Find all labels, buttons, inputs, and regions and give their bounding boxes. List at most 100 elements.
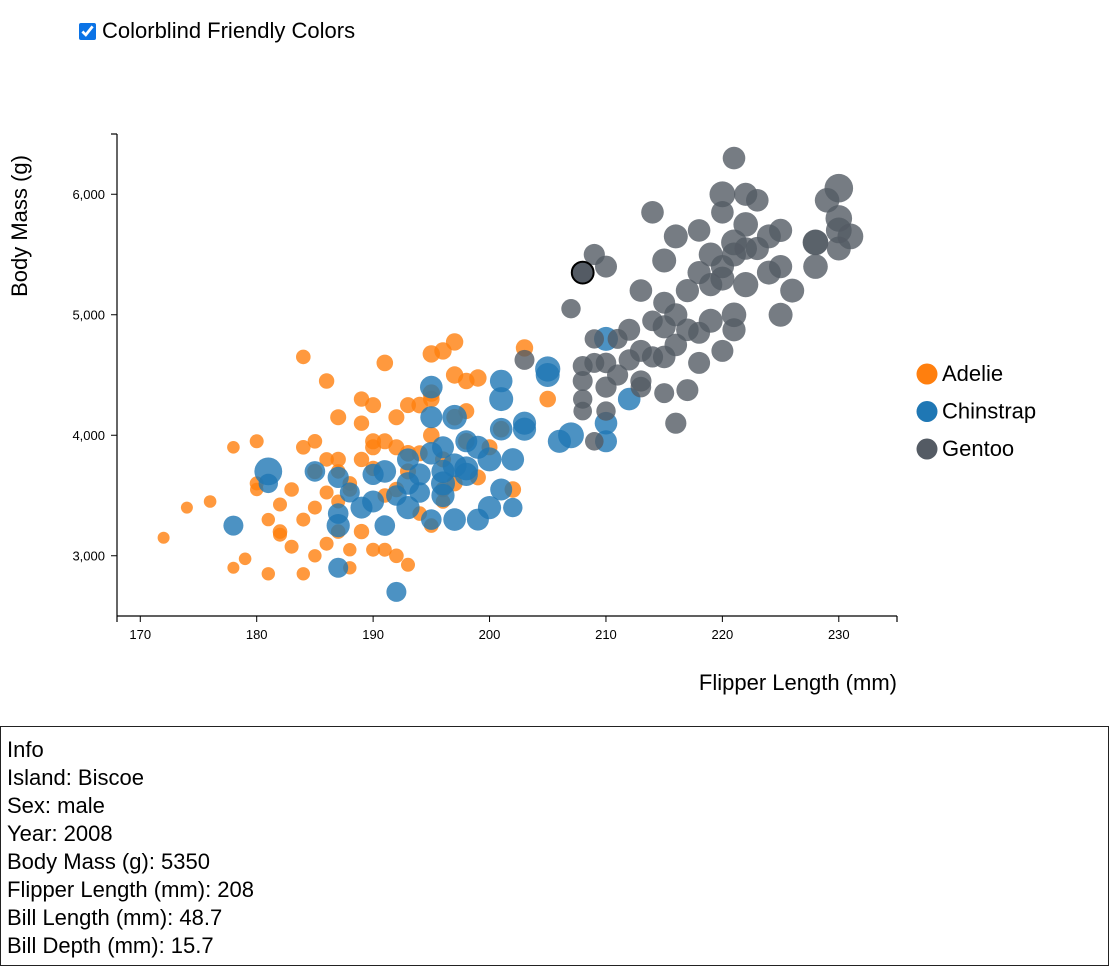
data-point-adelie[interactable] bbox=[445, 333, 464, 351]
data-point-adelie[interactable] bbox=[353, 391, 370, 407]
data-point-gentoo[interactable] bbox=[802, 229, 829, 255]
data-point-gentoo[interactable] bbox=[630, 370, 652, 392]
data-point-gentoo[interactable] bbox=[688, 351, 711, 374]
data-point-chinstrap[interactable] bbox=[362, 490, 385, 513]
data-point-adelie[interactable] bbox=[227, 561, 240, 574]
data-point-gentoo[interactable] bbox=[837, 223, 864, 250]
data-point-chinstrap[interactable] bbox=[374, 515, 396, 536]
data-point-chinstrap[interactable] bbox=[503, 497, 523, 518]
data-point-gentoo[interactable] bbox=[711, 201, 734, 224]
data-point-chinstrap[interactable] bbox=[490, 478, 513, 501]
data-point-chinstrap[interactable] bbox=[454, 456, 479, 481]
data-point-chinstrap[interactable] bbox=[408, 463, 431, 486]
data-point-adelie[interactable] bbox=[388, 409, 405, 426]
data-point-gentoo[interactable] bbox=[768, 302, 793, 327]
data-point-chinstrap[interactable] bbox=[558, 422, 584, 449]
data-point-gentoo[interactable] bbox=[688, 321, 711, 344]
data-point-adelie[interactable] bbox=[365, 397, 382, 414]
data-point-chinstrap[interactable] bbox=[396, 496, 420, 520]
data-point-gentoo[interactable] bbox=[514, 349, 535, 370]
selected-data-point[interactable] bbox=[570, 260, 595, 285]
data-point-gentoo[interactable] bbox=[572, 371, 593, 391]
data-point-gentoo[interactable] bbox=[561, 299, 581, 319]
data-point-gentoo[interactable] bbox=[676, 379, 699, 402]
data-point-gentoo[interactable] bbox=[824, 173, 854, 203]
data-point-chinstrap[interactable] bbox=[535, 363, 560, 387]
data-point-gentoo[interactable] bbox=[687, 219, 711, 242]
data-point-chinstrap[interactable] bbox=[223, 515, 244, 536]
data-point-adelie[interactable] bbox=[319, 452, 334, 467]
data-point-chinstrap[interactable] bbox=[489, 369, 513, 393]
data-point-adelie[interactable] bbox=[330, 451, 346, 468]
data-point-chinstrap[interactable] bbox=[477, 496, 502, 520]
data-point-adelie[interactable] bbox=[353, 415, 370, 431]
data-point-chinstrap[interactable] bbox=[501, 448, 525, 471]
data-point-chinstrap[interactable] bbox=[386, 581, 407, 602]
data-point-gentoo[interactable] bbox=[803, 254, 828, 279]
data-point-adelie[interactable] bbox=[261, 567, 275, 581]
data-point-adelie[interactable] bbox=[401, 557, 415, 572]
data-point-chinstrap[interactable] bbox=[432, 436, 454, 459]
data-point-gentoo[interactable] bbox=[769, 255, 793, 279]
data-point-adelie[interactable] bbox=[284, 482, 299, 497]
data-point-adelie[interactable] bbox=[296, 349, 311, 365]
data-point-chinstrap[interactable] bbox=[442, 404, 467, 430]
data-point-adelie[interactable] bbox=[307, 434, 323, 449]
data-point-chinstrap[interactable] bbox=[326, 514, 350, 538]
data-point-adelie[interactable] bbox=[296, 512, 311, 527]
data-point-adelie[interactable] bbox=[353, 451, 370, 468]
data-point-adelie[interactable] bbox=[261, 512, 275, 527]
data-point-adelie[interactable] bbox=[400, 397, 416, 414]
data-point-gentoo[interactable] bbox=[711, 339, 734, 362]
data-point-adelie[interactable] bbox=[272, 524, 288, 539]
data-point-adelie[interactable] bbox=[284, 539, 299, 554]
data-point-adelie[interactable] bbox=[307, 500, 322, 515]
data-point-chinstrap[interactable] bbox=[443, 508, 466, 531]
colorblind-label[interactable]: Colorblind Friendly Colors bbox=[102, 18, 356, 43]
data-point-adelie[interactable] bbox=[203, 495, 217, 508]
data-point-chinstrap[interactable] bbox=[373, 460, 397, 483]
data-point-adelie[interactable] bbox=[227, 441, 240, 454]
data-point-adelie[interactable] bbox=[296, 440, 311, 455]
data-point-chinstrap[interactable] bbox=[431, 483, 455, 508]
data-point-gentoo[interactable] bbox=[722, 146, 746, 170]
data-point-chinstrap[interactable] bbox=[420, 375, 443, 399]
data-point-adelie[interactable] bbox=[353, 523, 370, 540]
data-point-adelie[interactable] bbox=[180, 501, 193, 514]
data-point-gentoo[interactable] bbox=[607, 364, 629, 386]
data-point-gentoo[interactable] bbox=[596, 401, 616, 421]
data-point-adelie[interactable] bbox=[238, 552, 252, 566]
data-point-adelie[interactable] bbox=[330, 409, 347, 426]
data-point-adelie[interactable] bbox=[319, 485, 334, 500]
data-point-gentoo[interactable] bbox=[652, 345, 676, 369]
data-point-gentoo[interactable] bbox=[652, 248, 677, 273]
data-point-adelie[interactable] bbox=[376, 354, 394, 372]
data-point-adelie[interactable] bbox=[296, 567, 310, 581]
data-point-chinstrap[interactable] bbox=[397, 448, 419, 471]
data-point-chinstrap[interactable] bbox=[420, 406, 443, 429]
data-point-chinstrap[interactable] bbox=[258, 473, 278, 494]
data-point-adelie[interactable] bbox=[377, 542, 392, 557]
data-point-gentoo[interactable] bbox=[746, 189, 769, 212]
data-point-gentoo[interactable] bbox=[722, 318, 746, 342]
data-point-adelie[interactable] bbox=[469, 369, 487, 387]
data-point-gentoo[interactable] bbox=[584, 329, 604, 349]
data-point-adelie[interactable] bbox=[539, 390, 556, 408]
data-point-adelie[interactable] bbox=[273, 497, 287, 512]
data-point-chinstrap[interactable] bbox=[512, 417, 537, 441]
data-point-adelie[interactable] bbox=[366, 542, 381, 557]
data-point-gentoo[interactable] bbox=[675, 279, 700, 303]
data-point-chinstrap[interactable] bbox=[304, 461, 326, 482]
data-point-adelie[interactable] bbox=[319, 536, 334, 551]
data-point-gentoo[interactable] bbox=[665, 412, 687, 434]
data-point-gentoo[interactable] bbox=[721, 229, 747, 256]
data-point-chinstrap[interactable] bbox=[421, 509, 442, 530]
data-point-gentoo[interactable] bbox=[585, 432, 604, 451]
data-point-gentoo[interactable] bbox=[629, 279, 653, 302]
data-point-adelie[interactable] bbox=[249, 434, 264, 449]
data-point-gentoo[interactable] bbox=[595, 255, 617, 278]
data-point-gentoo[interactable] bbox=[710, 266, 735, 291]
colorblind-checkbox[interactable] bbox=[79, 22, 96, 40]
data-point-adelie[interactable] bbox=[308, 549, 322, 563]
data-point-chinstrap[interactable] bbox=[339, 482, 360, 503]
